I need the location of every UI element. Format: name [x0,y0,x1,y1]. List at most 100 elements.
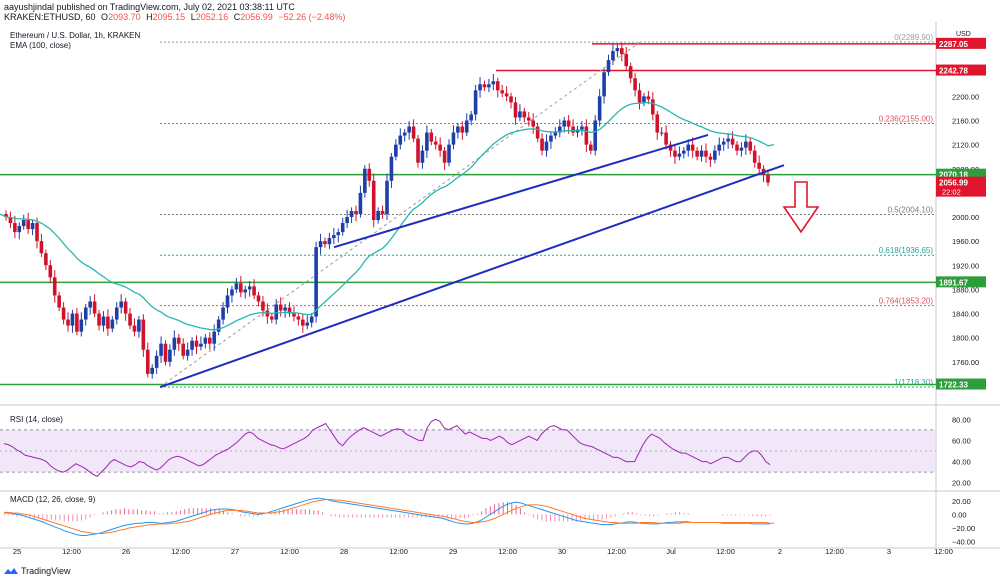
candle-body [447,144,451,163]
candle-body [150,367,154,374]
candle-body [110,319,115,329]
candle-body [145,349,150,374]
time-tick-label: 25 [13,547,21,556]
candle-body [380,210,385,214]
candle-body [345,217,349,224]
price-tick-label: 1960.00 [952,237,979,246]
candle-body [429,132,434,142]
candle-body [305,322,310,326]
candle-body [234,283,239,290]
time-tick-label: 12:00 [171,547,190,556]
candle-body [664,132,668,145]
candle-body [119,301,123,308]
candle-body [185,349,190,356]
symbol-label: KRAKEN:ETHUSD, 60 [4,12,96,22]
candle-body [713,150,717,160]
candle-body [540,138,544,151]
candle-body [176,337,181,344]
time-tick-label: 28 [340,547,348,556]
candle-body [287,307,292,314]
candle-body [588,144,593,151]
price-label-text: 2287.05 [939,40,968,49]
candle-body [203,337,208,344]
chart-background [0,22,1000,562]
candle-body [309,316,314,323]
candle-body [35,223,39,242]
macd-tick-label: 20.00 [952,497,971,506]
candle-body [646,96,651,100]
candle-body [318,241,323,248]
candle-body [371,180,376,221]
time-tick-label: 12:00 [825,547,844,556]
candle-body [39,241,44,254]
ohlc-line: KRAKEN:ETHUSD, 60 O2093.70 H2095.15 L205… [4,12,345,22]
candle-body [425,132,429,151]
price-label-text: 1891.67 [939,278,968,287]
time-tick-label: 12:00 [62,547,81,556]
candle-body [154,355,159,368]
candle-body [456,126,460,133]
candle-body [473,90,478,115]
candle-body [363,168,367,193]
fib-level-label: 0(2289.90) [894,33,933,42]
candle-body [655,114,660,133]
candle-body [624,54,629,67]
candle-body [562,120,567,127]
candle-body [92,301,97,314]
price-label-box [936,378,986,390]
price-label-box [936,176,986,197]
price-label-text: 2070.18 [939,171,968,180]
candle-body [717,144,722,151]
macd-histogram [3,502,771,522]
candle-body [482,84,487,88]
candle-body [686,144,691,151]
candle-body [522,111,527,118]
candle-body [52,277,57,296]
candle-body [531,120,535,127]
candle-body [385,180,389,214]
rsi-line [3,418,771,477]
candle-body [194,340,199,347]
candle-body [491,81,496,85]
candle-body [438,144,442,151]
candle-body [553,132,558,136]
candle-body [695,150,699,157]
candle-body [314,247,318,317]
candle-body [651,99,655,115]
price-tick-label: 1840.00 [952,310,979,319]
fib-level-label: 1(1718.30) [894,378,933,387]
candle-body [708,156,713,160]
fib-retracement-diagonal [159,41,641,388]
candle-body [699,150,704,157]
time-tick-label: 12:00 [389,547,408,556]
candle-body [79,319,84,332]
candle-body [163,343,168,362]
price-label-text: 2242.78 [939,67,968,76]
time-tick-label: 30 [558,547,566,556]
candle-body [376,210,380,221]
fib-level-label: 0.618(1936.65) [879,246,934,255]
candle-body [633,78,637,91]
price-tick-label: 2200.00 [952,92,979,101]
candle-body [704,150,708,157]
candle-body [766,174,770,183]
candle-body [137,319,141,332]
price-tick-label: 1920.00 [952,261,979,270]
time-tick-label: Jul [666,547,676,556]
candle-body [460,126,465,133]
price-tick-label: 2000.00 [952,213,979,222]
candle-body [101,316,106,326]
candle-body [367,168,372,181]
open-value: 2093.70 [108,12,141,22]
candle-body [270,316,274,320]
candle-body [513,102,518,118]
candle-body [748,141,753,151]
candle-body [659,132,664,134]
candle-body [261,301,265,311]
candle-body [557,126,562,133]
time-tick-label: 27 [231,547,239,556]
candle-body [57,295,61,308]
candle-body [199,343,203,347]
price-tick-label: 2160.00 [952,116,979,125]
